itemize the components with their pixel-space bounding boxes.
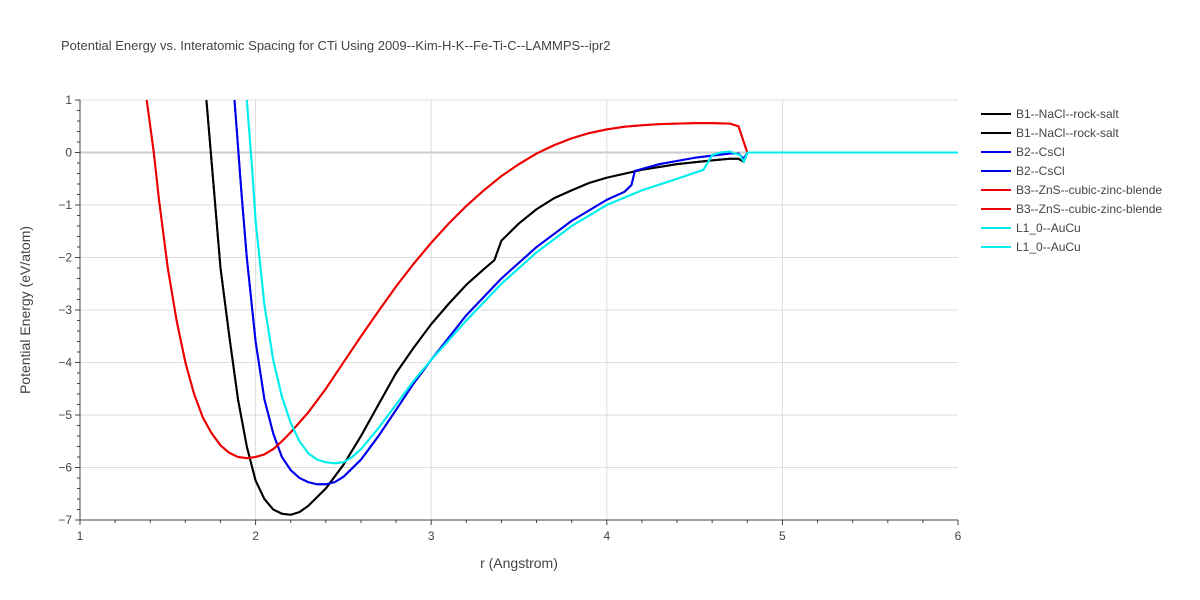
legend-label: L1_0--AuCu — [1016, 221, 1081, 235]
legend-item[interactable]: B3--ZnS--cubic-zinc-blende — [981, 202, 1162, 216]
legend-label: B2--CsCl — [1016, 164, 1065, 178]
legend-item[interactable]: B1--NaCl--rock-salt — [981, 107, 1119, 121]
x-axis-label: r (Angstrom) — [480, 555, 558, 571]
legend-label: B2--CsCl — [1016, 145, 1065, 159]
x-tick-label: 1 — [77, 529, 84, 543]
legend-label: B3--ZnS--cubic-zinc-blende — [1016, 183, 1162, 197]
series-line-4 — [233, 100, 958, 486]
x-tick-label: 4 — [603, 529, 610, 543]
series-line-3 — [233, 100, 958, 486]
y-tick-label: −5 — [58, 408, 72, 422]
legend-item[interactable]: B2--CsCl — [981, 145, 1065, 159]
legend-label: B1--NaCl--rock-salt — [1016, 126, 1119, 140]
y-tick-label: −7 — [58, 513, 72, 527]
y-tick-label: 0 — [65, 146, 72, 160]
y-tick-label: 1 — [65, 93, 72, 107]
y-tick-label: −2 — [58, 251, 72, 265]
legend[interactable]: B1--NaCl--rock-salt B1--NaCl--rock-salt B2… — [981, 107, 1162, 254]
x-tick-label: 5 — [779, 529, 786, 543]
x-tick-label: 3 — [428, 529, 435, 543]
legend-item[interactable]: B2--CsCl — [981, 164, 1065, 178]
chart-title: Potential Energy vs. Interatomic Spacing… — [61, 38, 611, 53]
legend-item[interactable]: B1--NaCl--rock-salt — [981, 126, 1119, 140]
x-tick-label: 2 — [252, 529, 259, 543]
y-tick-label: −4 — [58, 356, 72, 370]
y-tick-label: −3 — [58, 303, 72, 317]
legend-item[interactable]: L1_0--AuCu — [981, 221, 1081, 235]
legend-item[interactable]: B3--ZnS--cubic-zinc-blende — [981, 183, 1162, 197]
y-tick-label: −6 — [58, 461, 72, 475]
series-line-6 — [145, 100, 958, 460]
y-axis-label: Potential Energy (eV/atom) — [17, 226, 33, 394]
series-line-8 — [245, 100, 958, 465]
legend-item[interactable]: L1_0--AuCu — [981, 240, 1081, 254]
y-tick-label: −1 — [58, 198, 72, 212]
x-axis-ticks: 1 2 3 4 5 6 — [77, 520, 962, 543]
series-line-5 — [145, 100, 958, 460]
series-line-7 — [245, 100, 958, 465]
series-line-1 — [205, 100, 958, 516]
series-line-2 — [205, 100, 958, 516]
legend-label: L1_0--AuCu — [1016, 240, 1081, 254]
x-tick-label: 6 — [955, 529, 962, 543]
series-layer — [145, 100, 958, 516]
legend-label: B1--NaCl--rock-salt — [1016, 107, 1119, 121]
legend-label: B3--ZnS--cubic-zinc-blende — [1016, 202, 1162, 216]
y-axis-ticks: 1 0 −1 −2 −3 −4 −5 −6 −7 — [58, 93, 80, 527]
